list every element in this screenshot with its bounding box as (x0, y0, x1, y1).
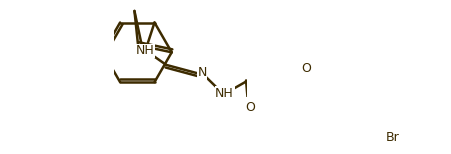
Text: N: N (197, 66, 207, 79)
Text: Br: Br (385, 131, 398, 144)
Text: O: O (301, 62, 311, 75)
Text: NH: NH (135, 45, 154, 57)
Text: O: O (245, 101, 255, 114)
Text: NH: NH (215, 87, 234, 100)
